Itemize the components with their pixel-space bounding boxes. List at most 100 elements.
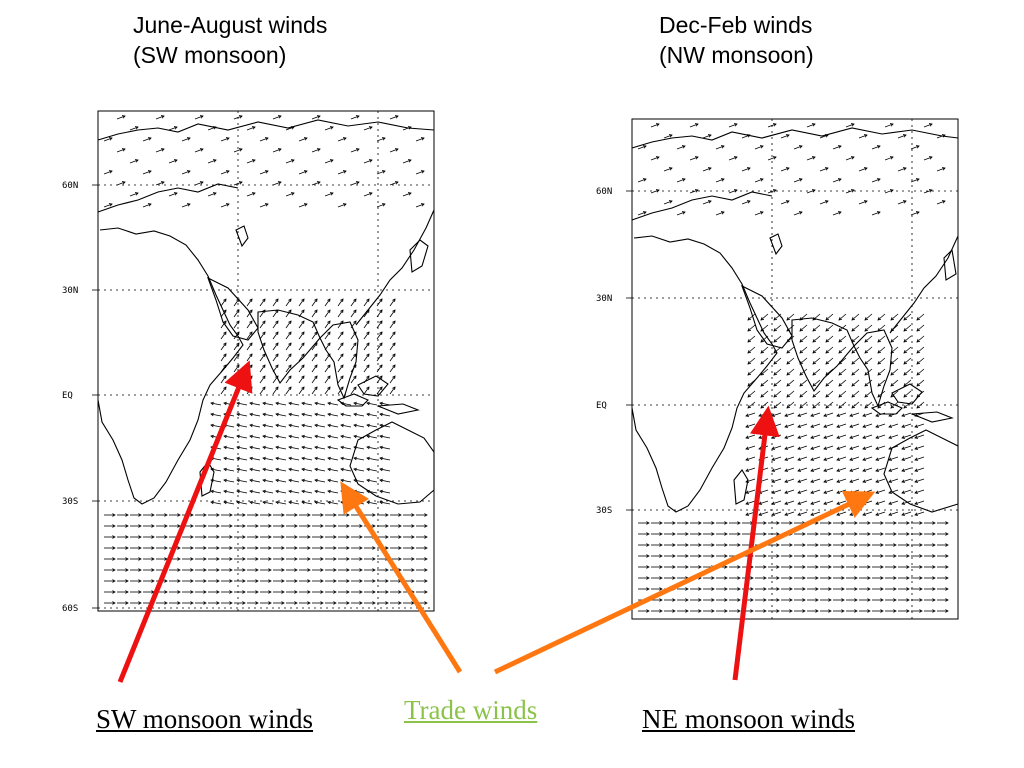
wind-vector-head bbox=[251, 159, 256, 163]
wind-vector-head bbox=[275, 445, 279, 450]
wind-vector-head bbox=[353, 445, 357, 450]
wind-vector-head bbox=[906, 521, 910, 525]
wind-vector-head bbox=[307, 513, 311, 517]
wind-vector-head bbox=[301, 364, 305, 369]
wind-vector-head bbox=[203, 568, 207, 572]
wind-vector-head bbox=[275, 489, 279, 494]
wind-vector-head bbox=[838, 350, 843, 354]
wind-vector bbox=[849, 445, 860, 450]
wind-vector-head bbox=[750, 609, 754, 613]
wind-vector-head bbox=[928, 156, 933, 160]
wind-vector-head bbox=[359, 568, 363, 572]
wind-vector-head bbox=[249, 412, 253, 417]
wind-vector-head bbox=[251, 126, 256, 130]
wind-vector bbox=[298, 170, 308, 175]
wind-vector-head bbox=[411, 579, 415, 583]
wind-vector-head bbox=[407, 126, 412, 130]
wind-vector-head bbox=[316, 181, 321, 185]
wind-vector bbox=[210, 501, 222, 505]
wind-vector-head bbox=[138, 513, 142, 517]
wind-vector-head bbox=[888, 413, 893, 417]
wind-vector-head bbox=[815, 587, 819, 591]
wind-vector bbox=[363, 331, 370, 340]
wind-vector bbox=[901, 423, 912, 428]
wind-vector bbox=[272, 353, 279, 362]
wind-vector-head bbox=[301, 309, 305, 314]
wind-vector bbox=[363, 353, 370, 362]
wind-vector bbox=[890, 357, 899, 365]
wind-vector-head bbox=[815, 554, 819, 558]
wind-vector-head bbox=[880, 609, 884, 613]
wind-vector-head bbox=[303, 137, 308, 141]
wind-vector bbox=[877, 324, 886, 332]
wind-vector-head bbox=[745, 479, 750, 483]
wind-vector-head bbox=[901, 479, 906, 483]
wind-vector bbox=[838, 357, 847, 365]
wind-vector-head bbox=[890, 372, 895, 376]
wind-vector bbox=[210, 402, 222, 406]
wind-vector-head bbox=[862, 457, 867, 461]
wind-vector-head bbox=[893, 532, 897, 536]
wind-vector bbox=[207, 126, 217, 131]
wind-vector-head bbox=[340, 456, 344, 461]
wind-vector-head bbox=[333, 524, 337, 528]
wind-vector bbox=[650, 123, 660, 128]
wind-vector-head bbox=[210, 401, 214, 406]
wind-vector-head bbox=[346, 524, 350, 528]
wind-vector bbox=[181, 203, 191, 208]
map-frame bbox=[97, 110, 435, 612]
wind-vector bbox=[849, 423, 860, 428]
wind-vector bbox=[142, 170, 152, 175]
wind-vector-head bbox=[888, 490, 893, 494]
wind-vector-head bbox=[385, 524, 389, 528]
wind-vector-head bbox=[288, 386, 292, 391]
wind-vector bbox=[376, 364, 383, 373]
wind-vector-head bbox=[212, 126, 217, 130]
wind-vector-head bbox=[392, 386, 396, 391]
wind-vector bbox=[259, 298, 266, 307]
wind-vector bbox=[340, 446, 352, 450]
wind-vector-head bbox=[242, 546, 246, 550]
wind-vector-head bbox=[340, 478, 344, 483]
wind-vector-head bbox=[288, 309, 292, 314]
wind-vector bbox=[379, 402, 391, 406]
wind-vector-head bbox=[301, 320, 305, 325]
wind-vector-head bbox=[902, 134, 907, 138]
wind-vector-head bbox=[203, 535, 207, 539]
wind-vector bbox=[773, 390, 782, 398]
wind-vector-head bbox=[255, 601, 259, 605]
wind-vector-head bbox=[776, 609, 780, 613]
wind-vector-head bbox=[320, 590, 324, 594]
wind-vector-head bbox=[236, 489, 240, 494]
wind-vector-head bbox=[301, 500, 305, 505]
wind-vector bbox=[823, 456, 834, 461]
wind-vector-head bbox=[340, 434, 344, 439]
wind-vector-head bbox=[262, 412, 266, 417]
wind-vector-head bbox=[392, 342, 396, 347]
wind-vector-head bbox=[737, 609, 741, 613]
latitude-label: 30N bbox=[596, 294, 612, 304]
wind-vector-head bbox=[229, 601, 233, 605]
wind-vector-head bbox=[784, 424, 789, 428]
wind-vector-head bbox=[262, 401, 266, 406]
wind-vector-head bbox=[275, 342, 279, 347]
wind-vector-head bbox=[199, 181, 204, 185]
wind-vector-head bbox=[681, 145, 686, 149]
wind-vector bbox=[875, 434, 886, 439]
wind-vector bbox=[745, 445, 756, 450]
wind-vector-head bbox=[906, 543, 910, 547]
wind-vector-head bbox=[177, 601, 181, 605]
wind-vector bbox=[786, 346, 795, 354]
wind-vector bbox=[285, 375, 292, 384]
wind-vector-head bbox=[223, 401, 227, 406]
wind-vector bbox=[389, 298, 396, 307]
wind-vector-head bbox=[372, 568, 376, 572]
wind-vector bbox=[103, 137, 113, 142]
wind-vector bbox=[366, 457, 378, 461]
wind-vector bbox=[797, 500, 808, 505]
wind-vector-head bbox=[802, 554, 806, 558]
wind-vector-head bbox=[914, 446, 919, 450]
wind-vector-head bbox=[366, 445, 370, 450]
wind-vector-head bbox=[379, 364, 383, 369]
wind-vector bbox=[301, 402, 313, 406]
